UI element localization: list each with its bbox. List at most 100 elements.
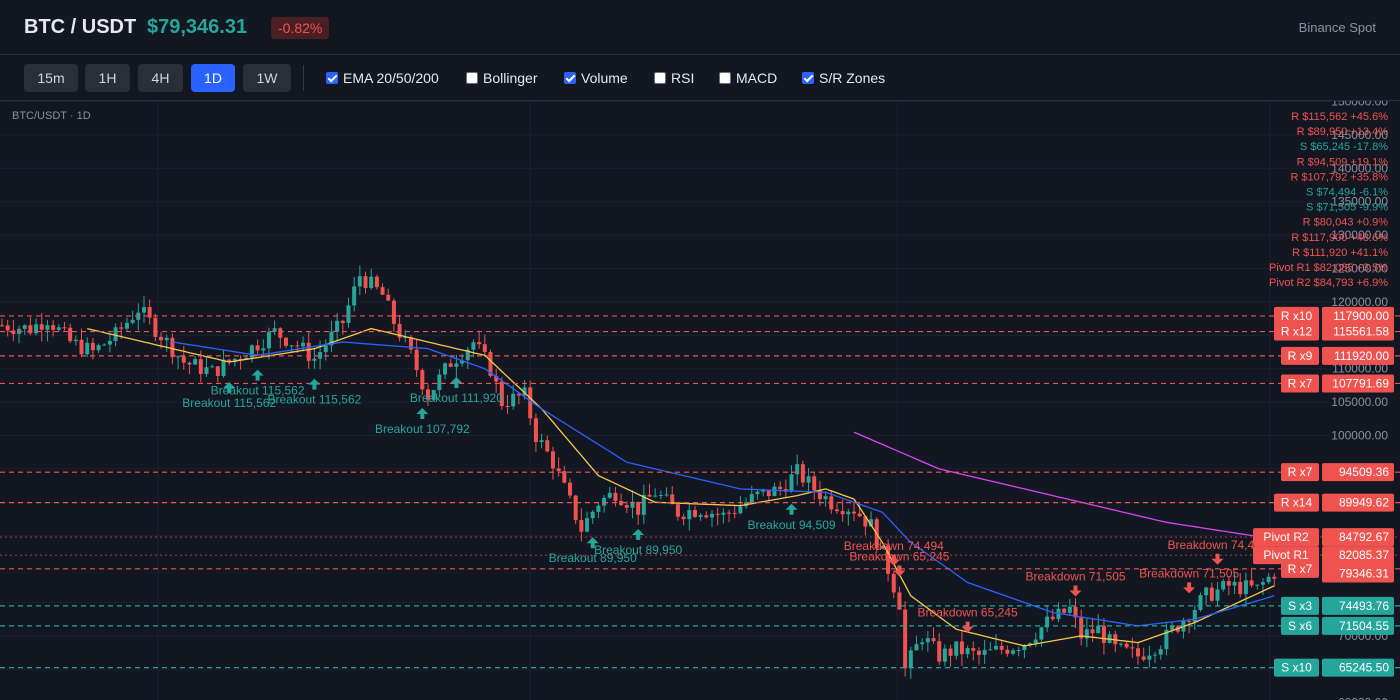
- breakdown-arrow-icon: [1069, 585, 1082, 597]
- candle-body: [1039, 627, 1044, 640]
- candle-body: [863, 516, 868, 527]
- candle-body: [159, 336, 164, 341]
- candle-body: [516, 393, 521, 396]
- candle-body: [306, 342, 311, 361]
- candle-body: [755, 491, 760, 495]
- toggle-volume[interactable]: Volume: [564, 70, 628, 88]
- candle-body: [812, 476, 817, 491]
- candle-body: [948, 648, 953, 656]
- breakout-arrow-icon: [586, 537, 599, 549]
- breakdown-label: Breakdown 71,505: [1139, 566, 1239, 580]
- candle-body: [749, 494, 754, 503]
- candle-body: [698, 515, 703, 517]
- chart-toolbar: 15m 1H 4H 1D 1W EMA 20/50/200 Bollinger …: [0, 56, 1400, 101]
- price-tick-label: 130000.00: [1331, 228, 1388, 242]
- level-tag: R x7: [1288, 376, 1313, 390]
- zone-list-item: R $107,792 +35.8%: [1290, 171, 1388, 183]
- candle-body: [443, 363, 448, 375]
- candle-body: [675, 504, 680, 517]
- macd-checkbox[interactable]: [719, 72, 731, 84]
- candle-body: [34, 324, 39, 334]
- candle-body: [937, 641, 942, 662]
- candle-body: [1079, 617, 1084, 639]
- candle-body: [528, 387, 533, 419]
- price-chart[interactable]: 150000.00 145000.00 140000.00 135000.00 1300…: [0, 101, 1400, 700]
- timeframe-1d-button[interactable]: 1D: [191, 64, 235, 92]
- candle-body: [1221, 580, 1226, 590]
- candle-body: [130, 319, 135, 323]
- candle-body: [942, 648, 947, 662]
- level-tag: R x7: [1288, 562, 1313, 576]
- candle-body: [1249, 580, 1254, 586]
- timeframe-1h-button[interactable]: 1H: [85, 64, 130, 92]
- toggle-macd[interactable]: MACD: [719, 70, 777, 88]
- candle-body: [465, 349, 470, 361]
- candle-body: [590, 511, 595, 519]
- chart-symbol-label: BTC/USDT · 1D: [12, 110, 91, 122]
- candle-body: [959, 641, 964, 655]
- candle-body: [823, 496, 828, 500]
- candle-body: [1255, 584, 1260, 586]
- breakout-label: Breakout 89,950: [594, 543, 682, 557]
- candle-body: [357, 276, 362, 287]
- candle-body: [1170, 626, 1175, 630]
- candle-body: [124, 322, 129, 329]
- rsi-checkbox[interactable]: [654, 72, 666, 84]
- candle-body: [772, 486, 777, 497]
- volume-checkbox[interactable]: [564, 72, 576, 84]
- timeframe-15m-button[interactable]: 15m: [24, 64, 78, 92]
- candle-body: [1204, 587, 1209, 596]
- zone-list-item: S $65,245 -17.8%: [1300, 141, 1388, 153]
- candle-body: [340, 320, 345, 323]
- level-price-label: 107791.69: [1332, 376, 1389, 390]
- candle-body: [1192, 610, 1197, 622]
- toggle-sr-zones[interactable]: S/R Zones: [802, 70, 885, 88]
- candle-body: [738, 506, 743, 514]
- candle-body: [840, 511, 845, 515]
- breakdown-label: Breakdown 65,245: [918, 606, 1018, 620]
- price-tick-label: 60000.00: [1338, 696, 1388, 700]
- candle-body: [925, 638, 930, 643]
- level-tag: R x9: [1288, 349, 1313, 363]
- breakout-arrow-icon: [251, 369, 264, 381]
- candle-body: [914, 644, 919, 651]
- candle-body: [1118, 643, 1123, 645]
- candle-body: [1158, 649, 1163, 655]
- toggle-ema[interactable]: EMA 20/50/200: [326, 70, 439, 88]
- candle-body: [1101, 625, 1106, 643]
- level-price-box: [1322, 528, 1394, 547]
- level-price-box: [1322, 546, 1394, 565]
- level-tag-box: [1281, 616, 1319, 635]
- timeframe-1w-button[interactable]: 1W: [243, 64, 291, 92]
- level-price-label: 84792.67: [1339, 530, 1389, 544]
- level-price-label: 117900.00: [1333, 309, 1389, 323]
- level-tag: S x10: [1281, 661, 1312, 675]
- toggle-bollinger[interactable]: Bollinger: [466, 70, 537, 88]
- candle-body: [613, 492, 618, 501]
- breakout-arrow-icon: [416, 408, 429, 420]
- toggle-rsi[interactable]: RSI: [654, 70, 694, 88]
- candle-body: [39, 324, 44, 330]
- candle-body: [710, 513, 714, 518]
- price-tick-label: 100000.00: [1331, 429, 1388, 443]
- price-tick-label: 120000.00: [1331, 295, 1388, 309]
- timeframe-4h-button[interactable]: 4H: [138, 64, 183, 92]
- candle-body: [965, 648, 970, 655]
- candle-body: [374, 276, 379, 288]
- candle-body: [255, 345, 260, 351]
- bollinger-checkbox[interactable]: [466, 72, 478, 84]
- level-price-box: [1322, 306, 1394, 325]
- candle-body: [1238, 581, 1243, 595]
- candle-body: [1045, 616, 1050, 628]
- candle-body: [414, 349, 419, 371]
- breakout-label: Breakout 89,950: [549, 551, 637, 565]
- level-tag: S x6: [1288, 619, 1312, 633]
- ema-checkbox[interactable]: [326, 72, 338, 84]
- price-tick-label: 135000.00: [1331, 195, 1388, 209]
- candle-body: [624, 505, 629, 508]
- candle-body: [272, 328, 277, 332]
- candle-body: [539, 440, 544, 443]
- sr-zones-checkbox[interactable]: [802, 72, 814, 84]
- candle-body: [1124, 643, 1129, 648]
- candle-body: [210, 366, 215, 368]
